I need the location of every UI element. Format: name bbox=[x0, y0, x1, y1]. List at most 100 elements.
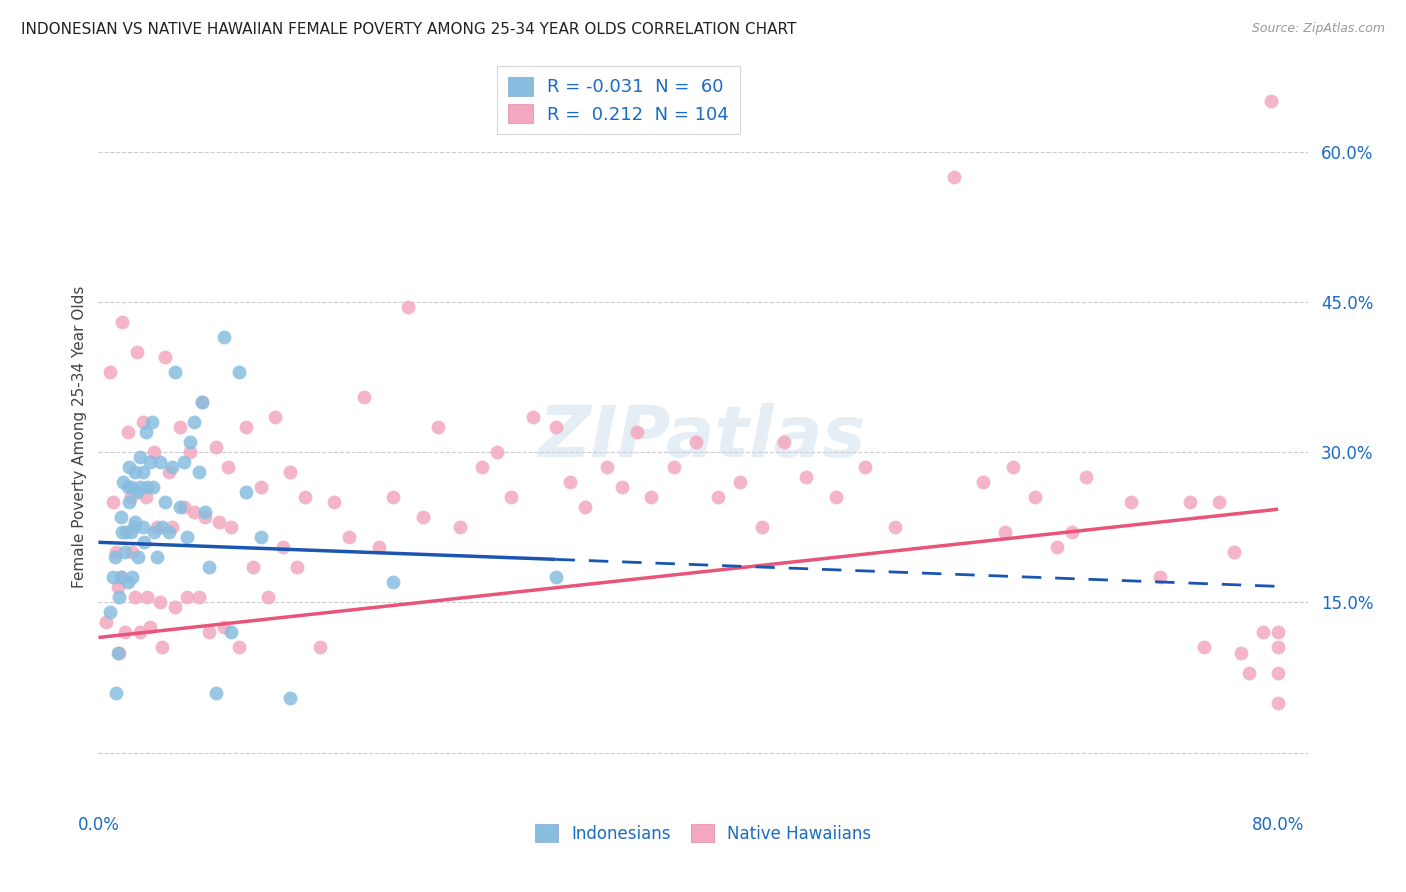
Point bbox=[1076, 470, 1098, 484]
Point bbox=[124, 465, 146, 479]
Point bbox=[367, 541, 389, 555]
Point bbox=[626, 425, 648, 439]
Point bbox=[972, 475, 994, 490]
Point bbox=[544, 570, 567, 584]
Point bbox=[111, 525, 134, 540]
Point bbox=[142, 480, 165, 494]
Point bbox=[176, 530, 198, 544]
Point bbox=[1237, 665, 1260, 680]
Point bbox=[824, 490, 846, 504]
Point bbox=[323, 495, 346, 509]
Point bbox=[205, 440, 228, 454]
Point bbox=[382, 490, 405, 504]
Point bbox=[118, 460, 141, 475]
Point bbox=[212, 620, 235, 634]
Point bbox=[706, 490, 728, 504]
Point bbox=[1024, 490, 1046, 504]
Point bbox=[278, 465, 301, 479]
Point bbox=[150, 640, 173, 655]
Point bbox=[522, 410, 544, 425]
Point bbox=[751, 520, 773, 534]
Point bbox=[1060, 525, 1083, 540]
Point bbox=[141, 415, 163, 429]
Point bbox=[194, 505, 217, 519]
Point bbox=[115, 525, 138, 540]
Point bbox=[120, 525, 142, 540]
Point bbox=[120, 480, 142, 494]
Point bbox=[294, 490, 316, 504]
Point bbox=[219, 625, 242, 640]
Point bbox=[1046, 541, 1069, 555]
Point bbox=[942, 169, 965, 184]
Point bbox=[544, 420, 567, 434]
Point bbox=[131, 465, 153, 479]
Point bbox=[143, 525, 166, 540]
Point bbox=[157, 465, 180, 479]
Point bbox=[1267, 625, 1289, 640]
Point bbox=[128, 450, 150, 464]
Point bbox=[187, 591, 209, 605]
Point bbox=[149, 455, 172, 469]
Point bbox=[135, 490, 157, 504]
Point bbox=[117, 425, 139, 439]
Text: ZIPatlas: ZIPatlas bbox=[540, 402, 866, 472]
Point bbox=[426, 420, 449, 434]
Point bbox=[160, 520, 183, 534]
Point bbox=[190, 395, 212, 409]
Point bbox=[165, 365, 187, 379]
Point bbox=[610, 480, 633, 494]
Point bbox=[101, 570, 124, 584]
Point bbox=[108, 591, 131, 605]
Point bbox=[278, 690, 301, 705]
Point bbox=[596, 460, 619, 475]
Point bbox=[150, 520, 173, 534]
Point bbox=[382, 575, 405, 590]
Point bbox=[217, 460, 239, 475]
Point bbox=[264, 410, 287, 425]
Point bbox=[249, 530, 271, 544]
Point bbox=[125, 345, 148, 359]
Point bbox=[685, 435, 707, 450]
Point bbox=[208, 515, 231, 529]
Point bbox=[94, 615, 117, 630]
Point bbox=[131, 520, 153, 534]
Point bbox=[662, 460, 685, 475]
Text: INDONESIAN VS NATIVE HAWAIIAN FEMALE POVERTY AMONG 25-34 YEAR OLDS CORRELATION C: INDONESIAN VS NATIVE HAWAIIAN FEMALE POV… bbox=[21, 22, 796, 37]
Point bbox=[212, 330, 235, 344]
Point bbox=[194, 510, 217, 524]
Point bbox=[242, 560, 264, 574]
Point bbox=[1260, 95, 1282, 109]
Point bbox=[560, 475, 582, 490]
Point bbox=[1149, 570, 1171, 584]
Point bbox=[117, 575, 139, 590]
Point bbox=[773, 435, 796, 450]
Point bbox=[124, 515, 146, 529]
Point bbox=[1001, 460, 1024, 475]
Point bbox=[165, 600, 187, 615]
Point bbox=[485, 445, 508, 459]
Point bbox=[308, 640, 330, 655]
Point bbox=[883, 520, 905, 534]
Point bbox=[149, 595, 172, 609]
Point bbox=[257, 591, 280, 605]
Point bbox=[205, 685, 228, 699]
Point bbox=[1208, 495, 1230, 509]
Point bbox=[118, 495, 141, 509]
Point bbox=[501, 490, 523, 504]
Point bbox=[173, 500, 195, 515]
Point bbox=[1223, 545, 1246, 559]
Point bbox=[105, 545, 128, 559]
Point bbox=[131, 415, 153, 429]
Point bbox=[110, 570, 132, 584]
Point bbox=[1230, 646, 1253, 660]
Point bbox=[98, 606, 121, 620]
Point bbox=[146, 520, 169, 534]
Point bbox=[160, 460, 183, 475]
Point bbox=[198, 560, 221, 574]
Point bbox=[134, 535, 156, 549]
Point bbox=[128, 625, 150, 640]
Point bbox=[117, 480, 139, 494]
Point bbox=[110, 570, 132, 584]
Point bbox=[122, 520, 145, 534]
Y-axis label: Female Poverty Among 25-34 Year Olds: Female Poverty Among 25-34 Year Olds bbox=[72, 286, 87, 588]
